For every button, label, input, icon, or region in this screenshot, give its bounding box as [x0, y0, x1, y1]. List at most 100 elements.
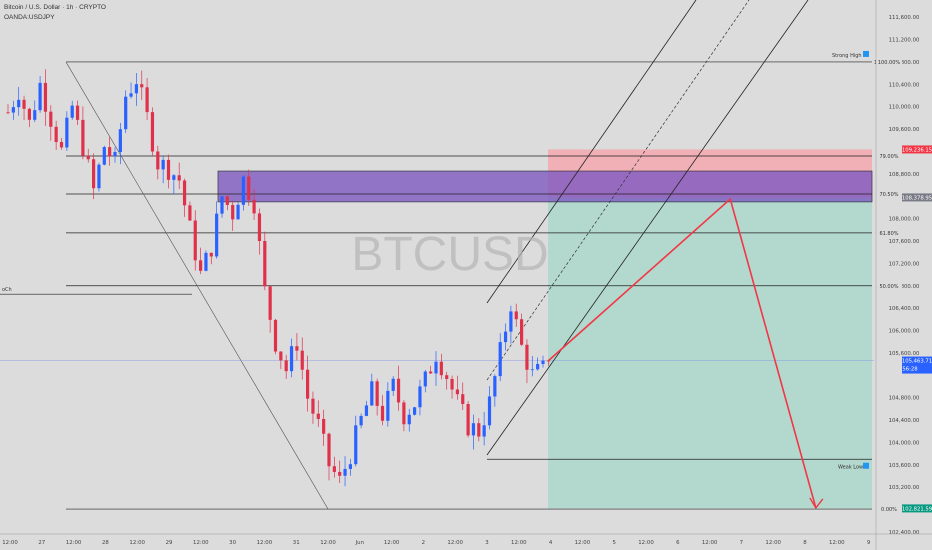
candle-body: [172, 175, 176, 180]
time-tick-label: 5: [612, 540, 615, 546]
candle-body: [70, 105, 74, 118]
candle-body: [503, 331, 508, 343]
fib-axis-label: 50.00%: [879, 284, 898, 290]
candle-body: [525, 344, 529, 370]
candle-body: [546, 360, 550, 362]
candle-body: [6, 112, 10, 114]
time-tick-label: 6: [676, 540, 680, 546]
candle-body: [487, 396, 492, 426]
weak-low-flag-icon: [863, 462, 869, 469]
candle-body: [429, 371, 433, 374]
candle-body: [514, 311, 518, 320]
candle-body: [268, 286, 272, 320]
channel-median-line[interactable]: [486, 0, 750, 381]
time-tick-label: 12:00: [702, 540, 718, 546]
time-tick-label: 12:00: [447, 540, 463, 546]
time-tick-label: 3: [485, 540, 488, 546]
candle-body: [263, 241, 267, 287]
candle-body: [220, 196, 224, 214]
candle-body: [450, 378, 454, 390]
price-tick-label: 104,800.00: [889, 396, 920, 402]
candle-body: [92, 159, 96, 189]
candle-body: [156, 151, 160, 170]
candle-body: [33, 110, 37, 120]
candle-body: [541, 360, 545, 364]
time-tick-label: 12:00: [575, 540, 591, 546]
candle-body: [113, 151, 117, 157]
candle-body: [54, 126, 58, 143]
candle-body: [289, 346, 294, 372]
fib-trend-line: [65, 61, 329, 510]
candle-body: [300, 350, 304, 370]
time-tick-label: 7: [740, 540, 743, 546]
candle-body: [215, 213, 219, 257]
candle-body: [252, 199, 256, 214]
candle-body: [364, 405, 369, 416]
price-tick-label: 104,400.00: [889, 418, 920, 424]
candle-body: [81, 119, 85, 156]
candle-body: [108, 147, 112, 157]
time-tick-label: 2: [422, 540, 425, 546]
candle-body: [466, 404, 470, 436]
candle-body: [49, 111, 53, 127]
candle-body: [402, 402, 406, 425]
candle-body: [316, 413, 320, 419]
time-tick-label: 12:00: [2, 540, 18, 546]
price-tick-label: 110,800.00: [889, 60, 920, 66]
order-block-zone[interactable]: [217, 170, 873, 203]
time-tick-label: 31: [293, 540, 300, 546]
candle-body: [509, 311, 513, 332]
candle-body: [354, 425, 358, 465]
candle-body: [536, 363, 540, 370]
fib-label-bg: [877, 190, 902, 198]
candle-body: [241, 176, 245, 205]
price-tick-label: 106,000.00: [889, 329, 920, 335]
fib-label-bg: [877, 58, 902, 66]
fib-label-bg: [877, 152, 902, 160]
candle-body: [306, 369, 310, 399]
strong-high-label: Strong High: [832, 53, 862, 59]
candle-body: [423, 371, 427, 387]
candle-body: [343, 468, 347, 476]
time-tick-label: 30: [229, 540, 236, 546]
time-tick-label: 12:00: [511, 540, 527, 546]
time-tick-label: 4: [549, 540, 553, 546]
price-tick-label: 104,000.00: [889, 440, 920, 446]
channel-lower-line[interactable]: [486, 0, 809, 456]
candle-body: [161, 159, 165, 170]
candle-body: [257, 213, 262, 242]
candle-body: [65, 117, 69, 148]
projection-path[interactable]: [547, 197, 817, 509]
candle-body: [380, 405, 385, 421]
candle-body: [182, 180, 187, 206]
candle-body: [370, 381, 374, 406]
price-tick-label: 109,600.00: [889, 127, 920, 133]
candle-body: [530, 369, 534, 371]
candle-body: [386, 390, 390, 421]
time-tick-label: 12:00: [320, 540, 336, 546]
candle-body: [396, 378, 401, 403]
price-tick-label: 111,600.00: [889, 15, 920, 21]
candle-body: [177, 175, 181, 181]
candle-body: [134, 84, 138, 94]
candle-body: [231, 204, 235, 220]
price-tick-label: 110,000.00: [889, 105, 920, 111]
candle-body: [225, 196, 229, 205]
candle-body: [418, 386, 422, 408]
price-tag-label: 105,463.71: [902, 359, 932, 365]
price-tick-label: 108,000.00: [889, 217, 920, 223]
fib-axis-label: 79.00%: [879, 154, 898, 160]
candle-body: [17, 99, 21, 108]
channel-upper-line[interactable]: [486, 0, 697, 304]
candle-body: [439, 361, 443, 376]
chart-title: Bitcoin / U.S. Dollar · 1h · CRYPTO: [4, 4, 106, 11]
candle-body: [311, 398, 315, 414]
candle-body: [375, 381, 379, 406]
candle-body: [236, 204, 240, 220]
candle-body: [322, 418, 326, 434]
fib-axis-label: 0.00%: [881, 507, 897, 513]
take-profit-zone[interactable]: [548, 197, 872, 509]
candle-body: [204, 252, 208, 271]
time-tick-label: 12:00: [193, 540, 209, 546]
